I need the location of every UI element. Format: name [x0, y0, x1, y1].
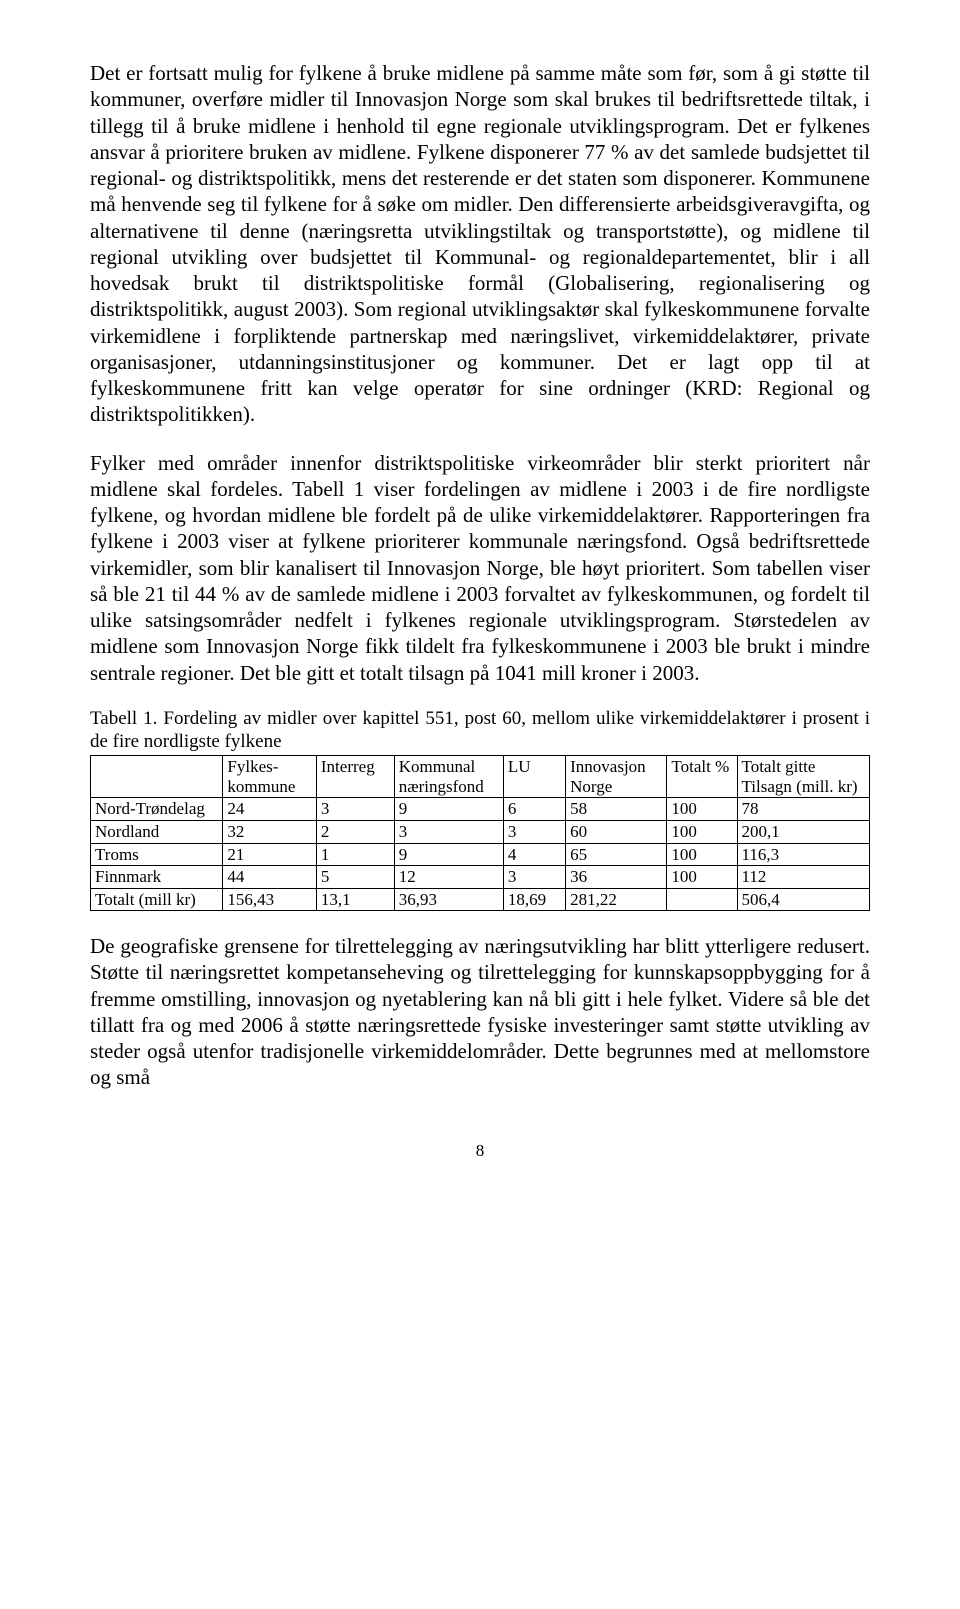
- table-row: Nord-Trøndelag243965810078: [91, 798, 870, 821]
- table-cell: 9: [394, 798, 503, 821]
- table-row: Nordland3223360100200,1: [91, 820, 870, 843]
- table-cell: Totalt (mill kr): [91, 888, 223, 911]
- table-cell: 65: [566, 843, 667, 866]
- page-number: 8: [90, 1141, 870, 1161]
- table-cell: 13,1: [316, 888, 394, 911]
- table-cell: 6: [503, 798, 565, 821]
- data-table: Fylkes-kommuneInterregKommunal næringsfo…: [90, 755, 870, 911]
- table-cell: 116,3: [737, 843, 869, 866]
- table-head: Fylkes-kommuneInterregKommunal næringsfo…: [91, 756, 870, 798]
- table-header-cell: LU: [503, 756, 565, 798]
- table-body: Nord-Trøndelag243965810078Nordland322336…: [91, 798, 870, 911]
- table-cell: 32: [223, 820, 316, 843]
- table-header-cell: Fylkes-kommune: [223, 756, 316, 798]
- table-cell: 3: [503, 820, 565, 843]
- table-cell: 44: [223, 866, 316, 889]
- table-header-cell: Kommunal næringsfond: [394, 756, 503, 798]
- paragraph-2: Fylker med områder innenfor distriktspol…: [90, 450, 870, 686]
- paragraph-3: De geografiske grensene for tilrettelegg…: [90, 933, 870, 1091]
- table-cell: 200,1: [737, 820, 869, 843]
- table-header-cell: [91, 756, 223, 798]
- table-cell: 5: [316, 866, 394, 889]
- table-header-cell: Totalt gitte Tilsagn (mill. kr): [737, 756, 869, 798]
- table-cell: 3: [316, 798, 394, 821]
- table-cell: Finnmark: [91, 866, 223, 889]
- table-cell: 18,69: [503, 888, 565, 911]
- table-cell: 12: [394, 866, 503, 889]
- table-row: Totalt (mill kr)156,4313,136,9318,69281,…: [91, 888, 870, 911]
- table-cell: 58: [566, 798, 667, 821]
- table-row: Troms2119465100116,3: [91, 843, 870, 866]
- table-cell: 36,93: [394, 888, 503, 911]
- table-cell: 21: [223, 843, 316, 866]
- table-cell: 281,22: [566, 888, 667, 911]
- table-row: Finnmark44512336100112: [91, 866, 870, 889]
- table-cell: Nordland: [91, 820, 223, 843]
- table-cell: 156,43: [223, 888, 316, 911]
- table-cell: 9: [394, 843, 503, 866]
- table-header-cell: Totalt %: [667, 756, 737, 798]
- table-cell: Troms: [91, 843, 223, 866]
- table-cell: 78: [737, 798, 869, 821]
- table-cell: 4: [503, 843, 565, 866]
- table-cell: 100: [667, 820, 737, 843]
- table-cell: [667, 888, 737, 911]
- table-cell: 36: [566, 866, 667, 889]
- table-cell: 3: [394, 820, 503, 843]
- table-cell: 100: [667, 866, 737, 889]
- table-cell: 100: [667, 843, 737, 866]
- table-cell: 112: [737, 866, 869, 889]
- table-cell: Nord-Trøndelag: [91, 798, 223, 821]
- table-cell: 3: [503, 866, 565, 889]
- table-header-cell: Interreg: [316, 756, 394, 798]
- table-cell: 60: [566, 820, 667, 843]
- document-page: Det er fortsatt mulig for fylkene å bruk…: [0, 0, 960, 1201]
- paragraph-1: Det er fortsatt mulig for fylkene å bruk…: [90, 60, 870, 428]
- table-header-cell: Innovasjon Norge: [566, 756, 667, 798]
- table-cell: 2: [316, 820, 394, 843]
- table-cell: 100: [667, 798, 737, 821]
- table-cell: 24: [223, 798, 316, 821]
- table-cell: 1: [316, 843, 394, 866]
- table-header-row: Fylkes-kommuneInterregKommunal næringsfo…: [91, 756, 870, 798]
- table-caption: Tabell 1. Fordeling av midler over kapit…: [90, 708, 870, 754]
- table-cell: 506,4: [737, 888, 869, 911]
